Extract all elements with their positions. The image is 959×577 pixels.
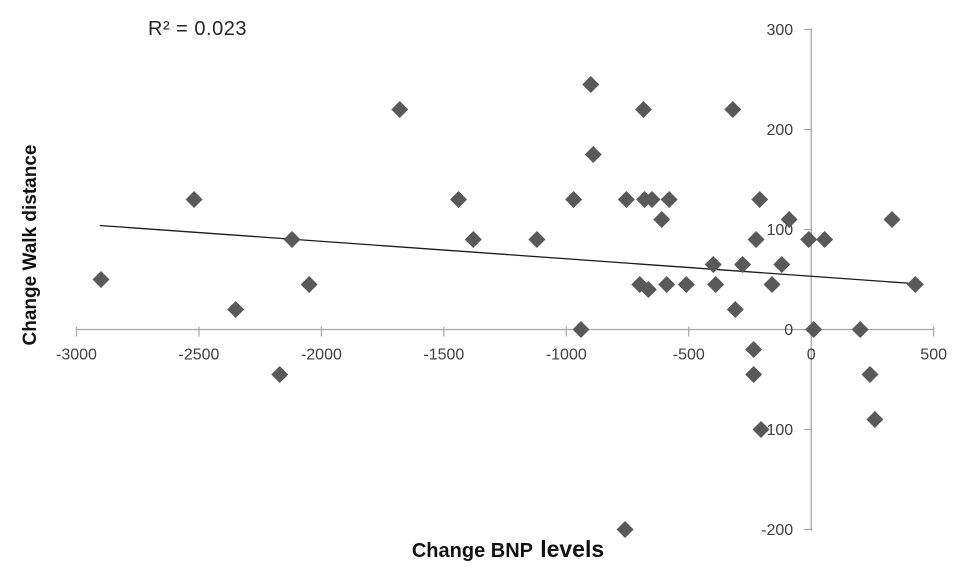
data-point-marker	[805, 321, 823, 338]
data-point-marker	[745, 366, 763, 383]
data-point-marker	[861, 366, 879, 383]
data-point-marker	[752, 421, 770, 438]
data-point-marker	[751, 191, 769, 208]
data-point-marker	[763, 276, 781, 293]
data-point-marker	[677, 276, 695, 293]
data-point-marker	[780, 211, 798, 228]
data-point-marker	[816, 231, 834, 248]
data-point-marker	[658, 276, 676, 293]
data-point-marker	[639, 281, 657, 298]
data-point-marker	[283, 231, 301, 248]
data-point-marker	[634, 101, 652, 118]
x-axis-title: Change BNP levels	[299, 536, 719, 563]
r-squared-annotation: R² = 0.023	[148, 18, 247, 40]
data-point-marker	[582, 76, 600, 93]
data-point-marker	[643, 191, 661, 208]
x-tick-label: -1000	[546, 347, 587, 364]
data-point-marker	[565, 191, 583, 208]
x-tick-label: 500	[920, 347, 947, 364]
data-point-marker	[450, 191, 468, 208]
data-point-marker	[906, 276, 924, 293]
data-point-marker	[747, 231, 765, 248]
data-point-marker	[745, 341, 763, 358]
data-point-marker	[227, 301, 245, 318]
data-point-marker	[726, 301, 744, 318]
data-point-marker	[660, 191, 678, 208]
x-tick-label: -2500	[178, 347, 219, 364]
x-axis-title-part1: Change BNP	[411, 540, 533, 562]
data-point-marker	[185, 191, 203, 208]
data-point-marker	[617, 191, 635, 208]
x-tick-label: -3000	[56, 347, 97, 364]
data-point-marker	[866, 411, 884, 428]
data-point-marker	[653, 211, 671, 228]
y-tick-label: -100	[761, 422, 793, 439]
x-tick-label: 0	[807, 347, 816, 364]
x-axis-title-part2: levels	[538, 536, 607, 562]
data-point-marker	[800, 231, 818, 248]
data-point-marker	[883, 211, 901, 228]
data-point-marker	[704, 256, 722, 273]
data-point-marker	[271, 366, 289, 383]
y-tick-label: 300	[766, 22, 793, 39]
data-point-marker	[300, 276, 318, 293]
data-point-marker	[391, 101, 409, 118]
data-point-marker	[734, 256, 752, 273]
data-point-marker	[724, 101, 742, 118]
data-point-marker	[584, 146, 602, 163]
y-tick-label: -200	[761, 522, 793, 539]
y-tick-label: 200	[766, 122, 793, 139]
x-tick-label: -2000	[301, 347, 342, 364]
y-axis-title: Change Walk distance	[20, 144, 41, 346]
data-point-marker	[572, 321, 590, 338]
data-point-marker	[707, 276, 725, 293]
x-tick-label: -500	[673, 347, 705, 364]
trendline	[99, 224, 913, 285]
y-tick-label: 0	[784, 322, 793, 339]
data-point-marker	[773, 256, 791, 273]
data-point-marker	[851, 321, 869, 338]
y-tick-label: 100	[766, 222, 793, 239]
x-tick-label: -1500	[423, 347, 464, 364]
data-point-marker	[528, 231, 546, 248]
data-point-marker	[616, 521, 634, 538]
data-point-marker	[92, 271, 110, 288]
data-point-marker	[464, 231, 482, 248]
